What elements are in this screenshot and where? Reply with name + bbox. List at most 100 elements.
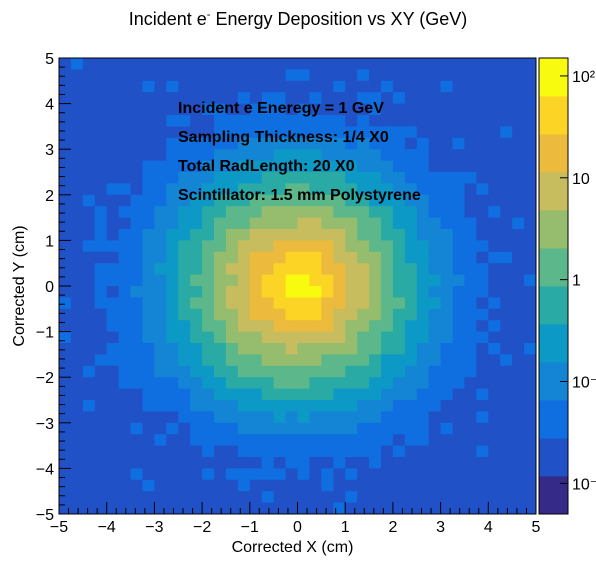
heatmap-cell [202,331,215,344]
heatmap-cell [59,491,72,503]
heatmap-cell [488,263,501,275]
heatmap-cell [297,126,310,139]
annotation-line: Sampling Thickness: 1/4 X0 [178,129,389,146]
heatmap-cell [225,126,239,139]
heatmap-cell [380,149,394,161]
heatmap-cell [357,183,370,196]
heatmap-cell [309,172,322,184]
heatmap-cell [369,479,382,492]
heatmap-cell [237,434,251,446]
heatmap-cell [70,229,84,241]
heatmap-cell [106,377,120,389]
heatmap-cell [237,103,251,116]
heatmap-cell [416,457,430,469]
heatmap-cell [225,217,239,230]
heatmap-cell [142,365,155,378]
heatmap-cell [392,263,406,275]
heatmap-cell [512,183,525,196]
heatmap-cell [369,92,382,104]
heatmap-cell [237,320,251,332]
heatmap-cell [333,103,346,116]
heatmap-cell [464,377,477,389]
heatmap-cell [464,343,477,355]
heatmap-cell [321,308,334,321]
heatmap-cell [106,286,120,298]
heatmap-cell [94,92,108,104]
heatmap-cell [202,183,215,196]
heatmap-cell [452,80,465,93]
heatmap-cell [142,92,155,104]
colorbar-segment [539,286,568,325]
heatmap-cell [297,103,310,116]
heatmap-cell [428,58,442,70]
heatmap-cell [476,502,489,515]
heatmap-cell [309,457,322,469]
heatmap-cell [225,274,239,287]
heatmap-cell [452,149,465,161]
heatmap-cell [476,217,489,230]
heatmap-cell [70,286,84,298]
y-tick-label: 5 [45,51,54,68]
heatmap-cell [106,263,120,275]
heatmap-cell [94,434,108,446]
heatmap-cell [357,69,370,82]
heatmap-cell [82,92,96,104]
heatmap-cell [261,149,275,161]
heatmap-cell [202,468,215,481]
heatmap-cell [428,434,442,446]
heatmap-cell [345,69,358,82]
heatmap-cell [59,297,72,310]
heatmap-cell [428,354,442,367]
heatmap-cell [464,160,477,173]
colorbar-tick-label: 1 [572,273,581,290]
heatmap-cell [321,468,334,481]
heatmap-cell [249,80,263,93]
heatmap-cell [369,400,382,412]
heatmap-cell [440,445,453,458]
heatmap-cell [345,502,358,515]
heatmap-cell [416,354,430,367]
heatmap-cell [82,194,96,207]
heatmap-cell [94,400,108,412]
heatmap-cell [392,343,406,355]
heatmap-cell [261,263,275,275]
heatmap-cell [345,365,358,378]
heatmap-cell [500,80,513,93]
heatmap-cell [297,434,310,446]
heatmap-cell [380,137,394,150]
heatmap-cell [237,479,251,492]
colorbar-segment [539,134,568,173]
heatmap-cell [202,354,215,367]
heatmap-cell [285,183,298,196]
heatmap-cell [142,320,155,332]
heatmap-cell [225,297,239,310]
heatmap-cell [154,354,167,367]
heatmap-cell [512,411,525,424]
heatmap-cell [237,183,251,196]
heatmap-cell [154,400,167,412]
heatmap-cell [488,343,501,355]
heatmap-cell [428,331,442,344]
heatmap-cell [392,377,406,389]
heatmap-cell [202,388,215,401]
heatmap-cell [440,502,453,515]
heatmap-cell [178,58,191,70]
heatmap-cell [440,217,453,230]
heatmap-cell [524,206,537,218]
heatmap-cell [452,354,465,367]
heatmap-cell [357,422,370,435]
heatmap-cell [225,58,239,70]
heatmap-cell [333,229,346,241]
heatmap-cell [369,69,382,82]
heatmap-cell [404,240,418,253]
heatmap-cell [273,69,286,82]
y-tick-label: −2 [36,370,54,387]
heatmap-cell [166,320,179,332]
heatmap-cell [464,274,477,287]
heatmap-cell [512,160,525,173]
heatmap-cell [142,308,155,321]
heatmap-cell [333,286,346,298]
heatmap-cell [249,468,263,481]
heatmap-cell [70,365,84,378]
